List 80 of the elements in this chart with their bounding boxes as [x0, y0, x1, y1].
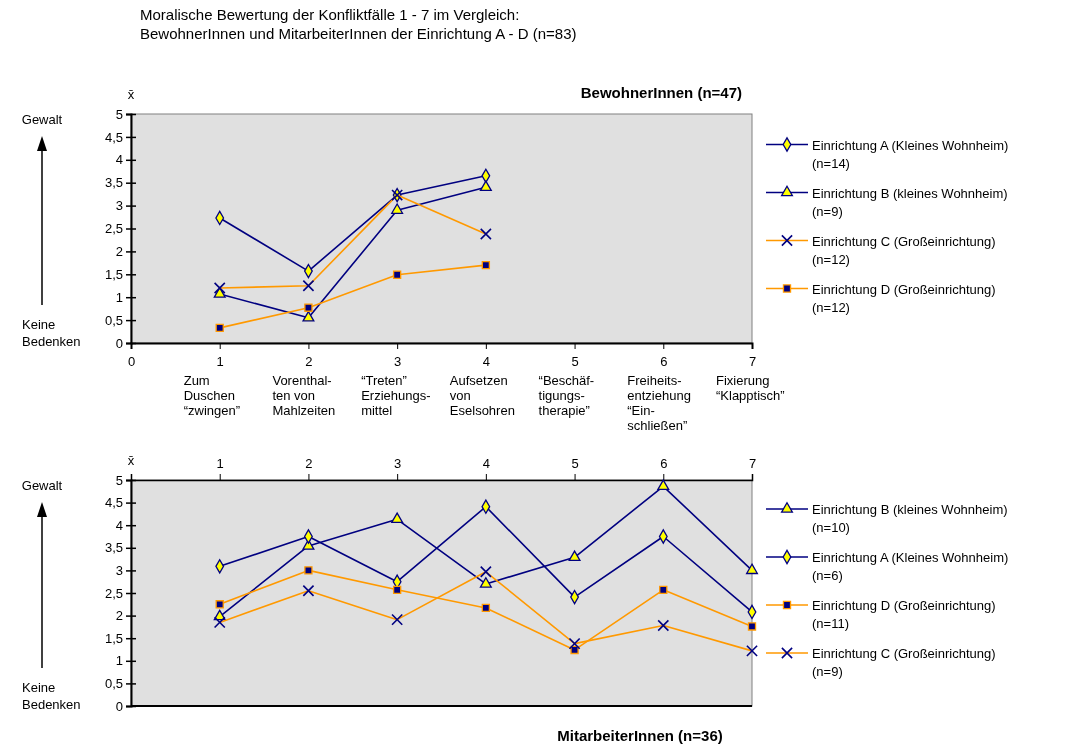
chart-subtitle: BewohnerInnen (n=47)	[580, 84, 742, 101]
x-tick-label: 1	[216, 354, 224, 370]
text: MitarbeiterInnen (n=36)	[557, 727, 723, 744]
point	[479, 180, 492, 192]
text: Aufsetzen von Eselsohren	[449, 373, 515, 418]
point	[213, 287, 226, 298]
point	[659, 585, 668, 595]
legend-label: Einrichtung B (kleines Wohnheim) (n=10)	[812, 502, 1008, 535]
x-tick-label: 4	[482, 354, 490, 370]
point	[215, 600, 224, 609]
point	[747, 622, 757, 631]
y-tick-label: 2,5	[104, 221, 123, 237]
y-tick-label: 1,5	[104, 266, 123, 282]
x-tick-label: 7	[748, 354, 757, 370]
legend-label: Einrichtung B (kleines Wohnheim) (n=9)	[812, 185, 1008, 219]
x-tick-label: 2	[305, 456, 313, 471]
y-tick-label: 1	[115, 289, 123, 305]
point	[392, 270, 402, 279]
point	[745, 563, 759, 575]
x-tick-label: 2	[305, 354, 313, 370]
x-tick-label: 5	[571, 456, 579, 471]
legend-label: Einrichtung D (Großeinrichtung) (n=12)	[812, 281, 996, 315]
legend-label: Einrichtung A (Kleines Wohnheim) (n=14)	[812, 137, 1009, 171]
y-tick-label: 2,5	[104, 585, 123, 601]
y-tick-label: 3,5	[104, 175, 123, 191]
x-tick-label: 0	[127, 354, 136, 370]
y-tick-label: 0,5	[104, 676, 123, 692]
x-tick-label: 7	[748, 456, 757, 471]
legend-label: Einrichtung C (Großeinrichtung) (n=9)	[812, 646, 996, 679]
y-tick-label: 2	[115, 244, 123, 260]
point	[304, 566, 313, 575]
chart-title: Moralische Bewertung der Konfliktfälle 1 - 7 im Vergleich: BewohnerInnen und MitarbeiterInnen der Einrichtung A - D (n=83)	[140, 6, 577, 42]
legend-label: Einrichtung D (Großeinrichtung) (n=11)	[812, 598, 996, 631]
x-tick-label: 6	[660, 354, 668, 370]
text: Vorenthal- ten von Mahlzeiten	[272, 373, 336, 418]
point	[570, 645, 579, 655]
point	[391, 512, 404, 524]
point	[568, 550, 581, 562]
legend-label: Einrichtung C (Großeinrichtung) (n=12)	[812, 233, 996, 267]
y-tick-label: 0,5	[104, 312, 123, 328]
x-tick-label: 3	[394, 456, 402, 471]
y-tick-label: 3	[115, 198, 123, 214]
text: Gewalt	[21, 112, 63, 127]
x-tick-label: 3	[394, 354, 402, 370]
legend-label: Einrichtung A (Kleines Wohnheim) (n=6)	[812, 550, 1009, 583]
point	[304, 303, 313, 312]
point	[215, 323, 224, 333]
point	[657, 479, 670, 491]
y-tick-label: 4,5	[104, 129, 123, 145]
x-tick-label: 4	[482, 456, 490, 471]
point	[392, 585, 402, 595]
y-tick-label: 5	[115, 106, 123, 122]
text: Keine Bedenken	[22, 317, 81, 349]
y-tick-label: 1,5	[104, 630, 123, 646]
y-tick-label: 3,5	[104, 540, 123, 556]
y-axis-title: x̄	[127, 87, 135, 102]
point	[481, 603, 491, 613]
text: Fixierung “Klapptisch”	[716, 373, 785, 403]
y-tick-label: 4,5	[104, 495, 123, 511]
y-tick-label: 0	[115, 335, 123, 351]
point	[391, 203, 404, 214]
point	[479, 577, 492, 588]
y-tick-label: 4	[115, 517, 123, 533]
text: “Beschäf- tigungs- therapie”	[538, 373, 595, 418]
x-tick-label: 5	[571, 354, 579, 370]
x-tick-label: 1	[216, 456, 224, 471]
y-tick-label: 4	[115, 152, 123, 168]
y-tick-label: 0	[115, 698, 123, 714]
y-axis-title: x̄	[127, 453, 135, 468]
point	[481, 260, 491, 270]
text: Freiheits- entziehung “Ein- schließen”	[627, 373, 691, 433]
text: Gewalt	[21, 478, 63, 493]
text: “Treten” Erziehungs- mittel	[361, 373, 431, 418]
text: Zum Duschen “zwingen”	[183, 373, 241, 418]
x-tick-label: 6	[660, 456, 668, 471]
y-tick-label: 5	[115, 472, 123, 488]
y-tick-label: 3	[115, 563, 123, 579]
y-tick-label: 2	[115, 608, 123, 624]
text: Keine Bedenken	[22, 680, 81, 712]
y-tick-label: 1	[115, 653, 123, 669]
